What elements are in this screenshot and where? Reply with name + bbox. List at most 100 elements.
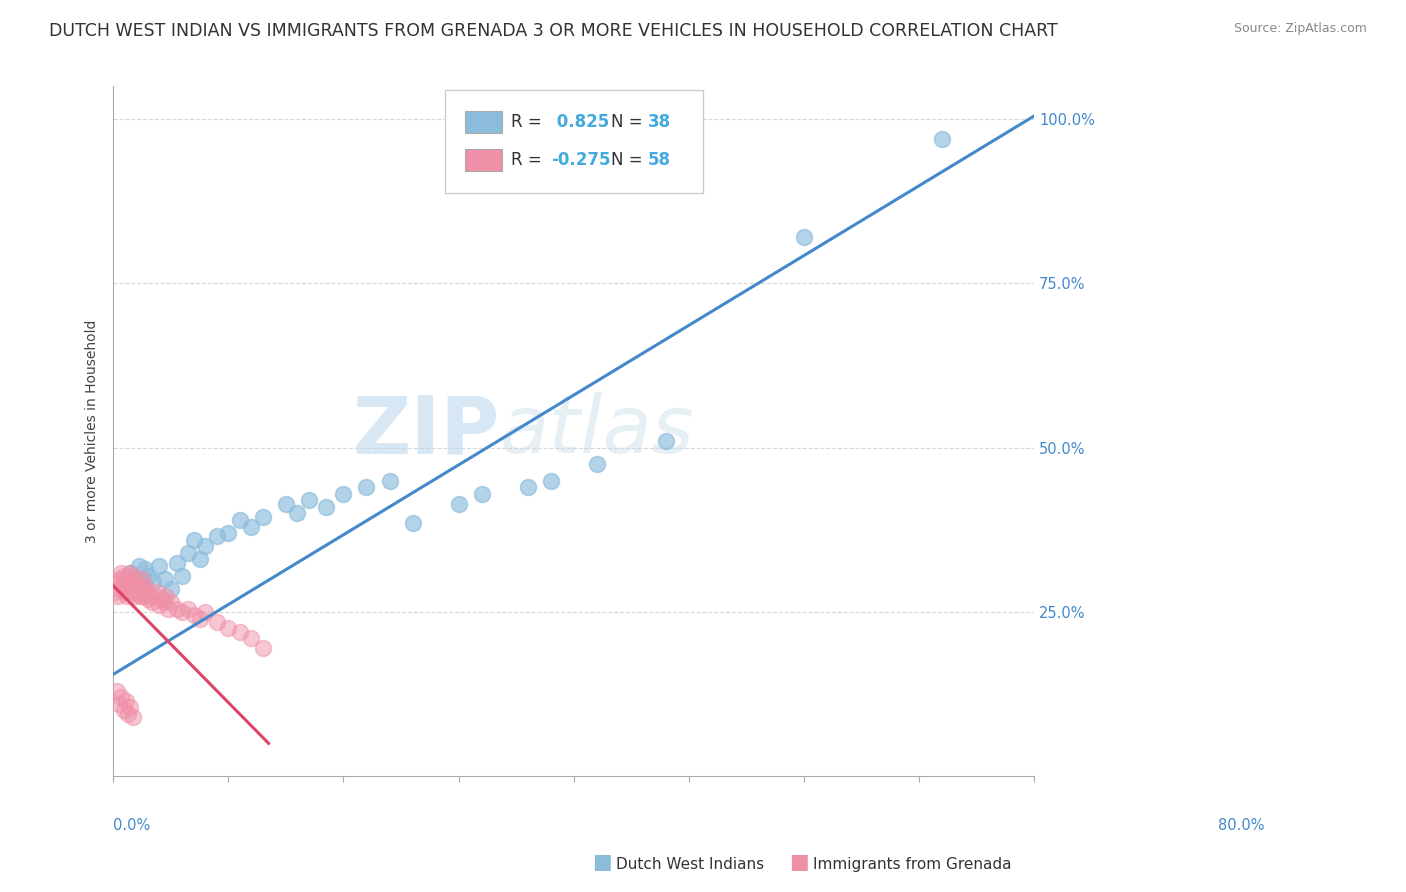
- Point: [125, 575, 148, 590]
- Text: ■: ■: [789, 853, 808, 872]
- Point: [139, 589, 162, 603]
- Point: [205, 615, 228, 629]
- Point: [356, 480, 378, 494]
- Point: [183, 533, 205, 547]
- Point: [136, 569, 159, 583]
- Point: [115, 693, 138, 707]
- Point: [136, 591, 159, 606]
- Point: [141, 595, 163, 609]
- Point: [132, 589, 155, 603]
- Point: [332, 486, 354, 500]
- Point: [217, 526, 239, 541]
- Point: [128, 558, 150, 573]
- Point: [378, 474, 401, 488]
- Point: [150, 591, 173, 606]
- Point: [177, 601, 200, 615]
- Point: [129, 582, 152, 596]
- Point: [114, 585, 136, 599]
- Point: [104, 585, 127, 599]
- Point: [118, 582, 141, 596]
- Point: [655, 434, 678, 449]
- Point: [153, 572, 176, 586]
- Text: Immigrants from Grenada: Immigrants from Grenada: [813, 857, 1011, 872]
- Point: [153, 595, 176, 609]
- Point: [114, 579, 136, 593]
- Point: [252, 509, 274, 524]
- Point: [122, 582, 145, 596]
- Text: 0.0%: 0.0%: [114, 818, 150, 832]
- Text: ■: ■: [592, 853, 612, 872]
- Point: [148, 599, 170, 613]
- Point: [159, 595, 181, 609]
- Point: [120, 700, 142, 714]
- Point: [143, 589, 166, 603]
- Point: [121, 579, 143, 593]
- Point: [793, 230, 815, 244]
- Point: [315, 500, 337, 514]
- Point: [240, 631, 263, 645]
- Point: [124, 589, 146, 603]
- Point: [146, 585, 169, 599]
- Point: [931, 132, 953, 146]
- Point: [516, 480, 538, 494]
- Point: [159, 582, 181, 596]
- Point: [447, 497, 470, 511]
- Point: [155, 589, 177, 603]
- Point: [142, 575, 165, 590]
- Point: [287, 507, 309, 521]
- Y-axis label: 3 or more Vehicles in Household: 3 or more Vehicles in Household: [86, 319, 100, 543]
- FancyBboxPatch shape: [465, 112, 502, 133]
- Point: [128, 579, 150, 593]
- Text: atlas: atlas: [501, 392, 695, 470]
- Point: [131, 575, 153, 590]
- Point: [107, 589, 129, 603]
- Point: [194, 605, 217, 619]
- Point: [240, 519, 263, 533]
- Point: [157, 601, 180, 615]
- Point: [183, 608, 205, 623]
- Point: [194, 539, 217, 553]
- Text: R =: R =: [510, 151, 541, 169]
- Point: [112, 704, 135, 718]
- Point: [401, 516, 423, 531]
- Point: [148, 558, 170, 573]
- Point: [188, 611, 211, 625]
- Point: [110, 690, 132, 705]
- Point: [115, 575, 138, 590]
- Point: [166, 556, 188, 570]
- Point: [229, 513, 252, 527]
- Point: [108, 572, 131, 586]
- Point: [134, 579, 156, 593]
- Point: [108, 697, 131, 711]
- Point: [252, 641, 274, 656]
- FancyBboxPatch shape: [465, 149, 502, 171]
- Point: [128, 589, 150, 603]
- Text: 0.825: 0.825: [551, 113, 609, 131]
- Point: [131, 572, 153, 586]
- Point: [229, 624, 252, 639]
- Point: [110, 566, 132, 580]
- Point: [112, 569, 135, 583]
- Point: [172, 605, 194, 619]
- Point: [120, 566, 142, 580]
- Point: [540, 474, 562, 488]
- Point: [134, 562, 156, 576]
- Point: [121, 710, 143, 724]
- Point: [585, 457, 607, 471]
- Point: [177, 546, 200, 560]
- Text: Dutch West Indians: Dutch West Indians: [616, 857, 763, 872]
- Text: 80.0%: 80.0%: [1218, 818, 1264, 832]
- Point: [121, 569, 143, 583]
- Point: [135, 585, 157, 599]
- Point: [108, 582, 131, 596]
- Point: [117, 706, 139, 721]
- Text: 58: 58: [647, 151, 671, 169]
- Text: -0.275: -0.275: [551, 151, 610, 169]
- Text: ZIP: ZIP: [353, 392, 501, 470]
- Point: [217, 621, 239, 635]
- Point: [172, 569, 194, 583]
- Text: N =: N =: [610, 113, 643, 131]
- Point: [134, 582, 156, 596]
- Point: [471, 486, 494, 500]
- Point: [122, 585, 145, 599]
